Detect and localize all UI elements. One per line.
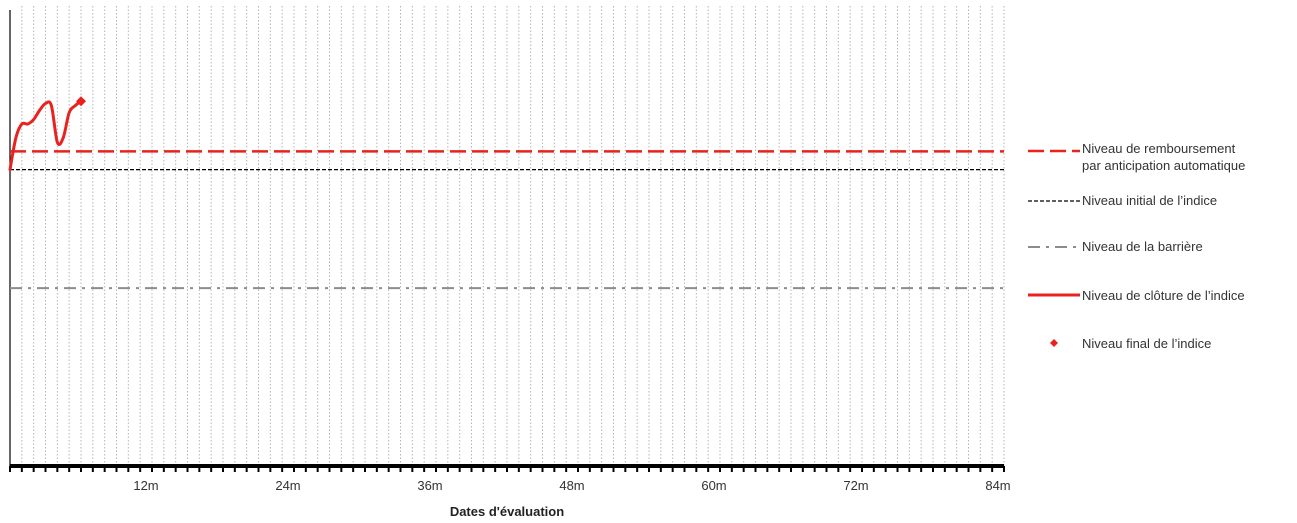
series-layer: [8, 96, 1004, 290]
grid-lines: [21, 6, 1005, 466]
x-axis-title: Dates d'évaluation: [450, 504, 564, 519]
legend-item-barrier: Niveau de la barrière: [1026, 238, 1296, 287]
x-tick-label: 36m: [417, 478, 442, 493]
legend-label-early-redemption-2: par anticipation automatique: [1082, 158, 1246, 173]
x-axis: 12m 24m 36m 48m 60m 72m 84m: [9, 464, 1011, 493]
legend-label-initial-level: Niveau initial de l’indice: [1082, 193, 1218, 208]
closing-level-line: [8, 99, 83, 172]
legend-swatch-solid: [1028, 293, 1080, 297]
legend-swatch-diamond: [1050, 339, 1058, 347]
legend-item-closing-level: Niveau de clôture de l’indice: [1026, 287, 1296, 335]
legend-label-closing-level: Niveau de clôture de l’indice: [1082, 288, 1245, 303]
x-tick-label: 24m: [275, 478, 300, 493]
legend-label-final-level: Niveau final de l’indice: [1082, 336, 1212, 351]
x-tick-label: 84m: [985, 478, 1010, 493]
legend-swatch-long-dash: [1028, 149, 1080, 153]
legend-item-final-level: Niveau final de l’indice: [1026, 335, 1296, 355]
legend-label-barrier: Niveau de la barrière: [1082, 239, 1203, 254]
x-tick-label: 72m: [843, 478, 868, 493]
legend: Niveau de remboursement par anticipation…: [1026, 140, 1296, 355]
legend-swatch-dash-dot: [1028, 246, 1080, 248]
final-level-marker: [76, 96, 86, 107]
legend-item-initial-level: Niveau initial de l’indice: [1026, 192, 1296, 238]
x-tick-label: 48m: [559, 478, 584, 493]
legend-swatch-short-dash: [1028, 200, 1080, 202]
legend-label-early-redemption-1: Niveau de remboursement: [1082, 141, 1236, 156]
x-tick-label: 60m: [701, 478, 726, 493]
x-tick-label: 12m: [133, 478, 158, 493]
legend-item-early-redemption: Niveau de remboursement par anticipation…: [1026, 140, 1296, 192]
